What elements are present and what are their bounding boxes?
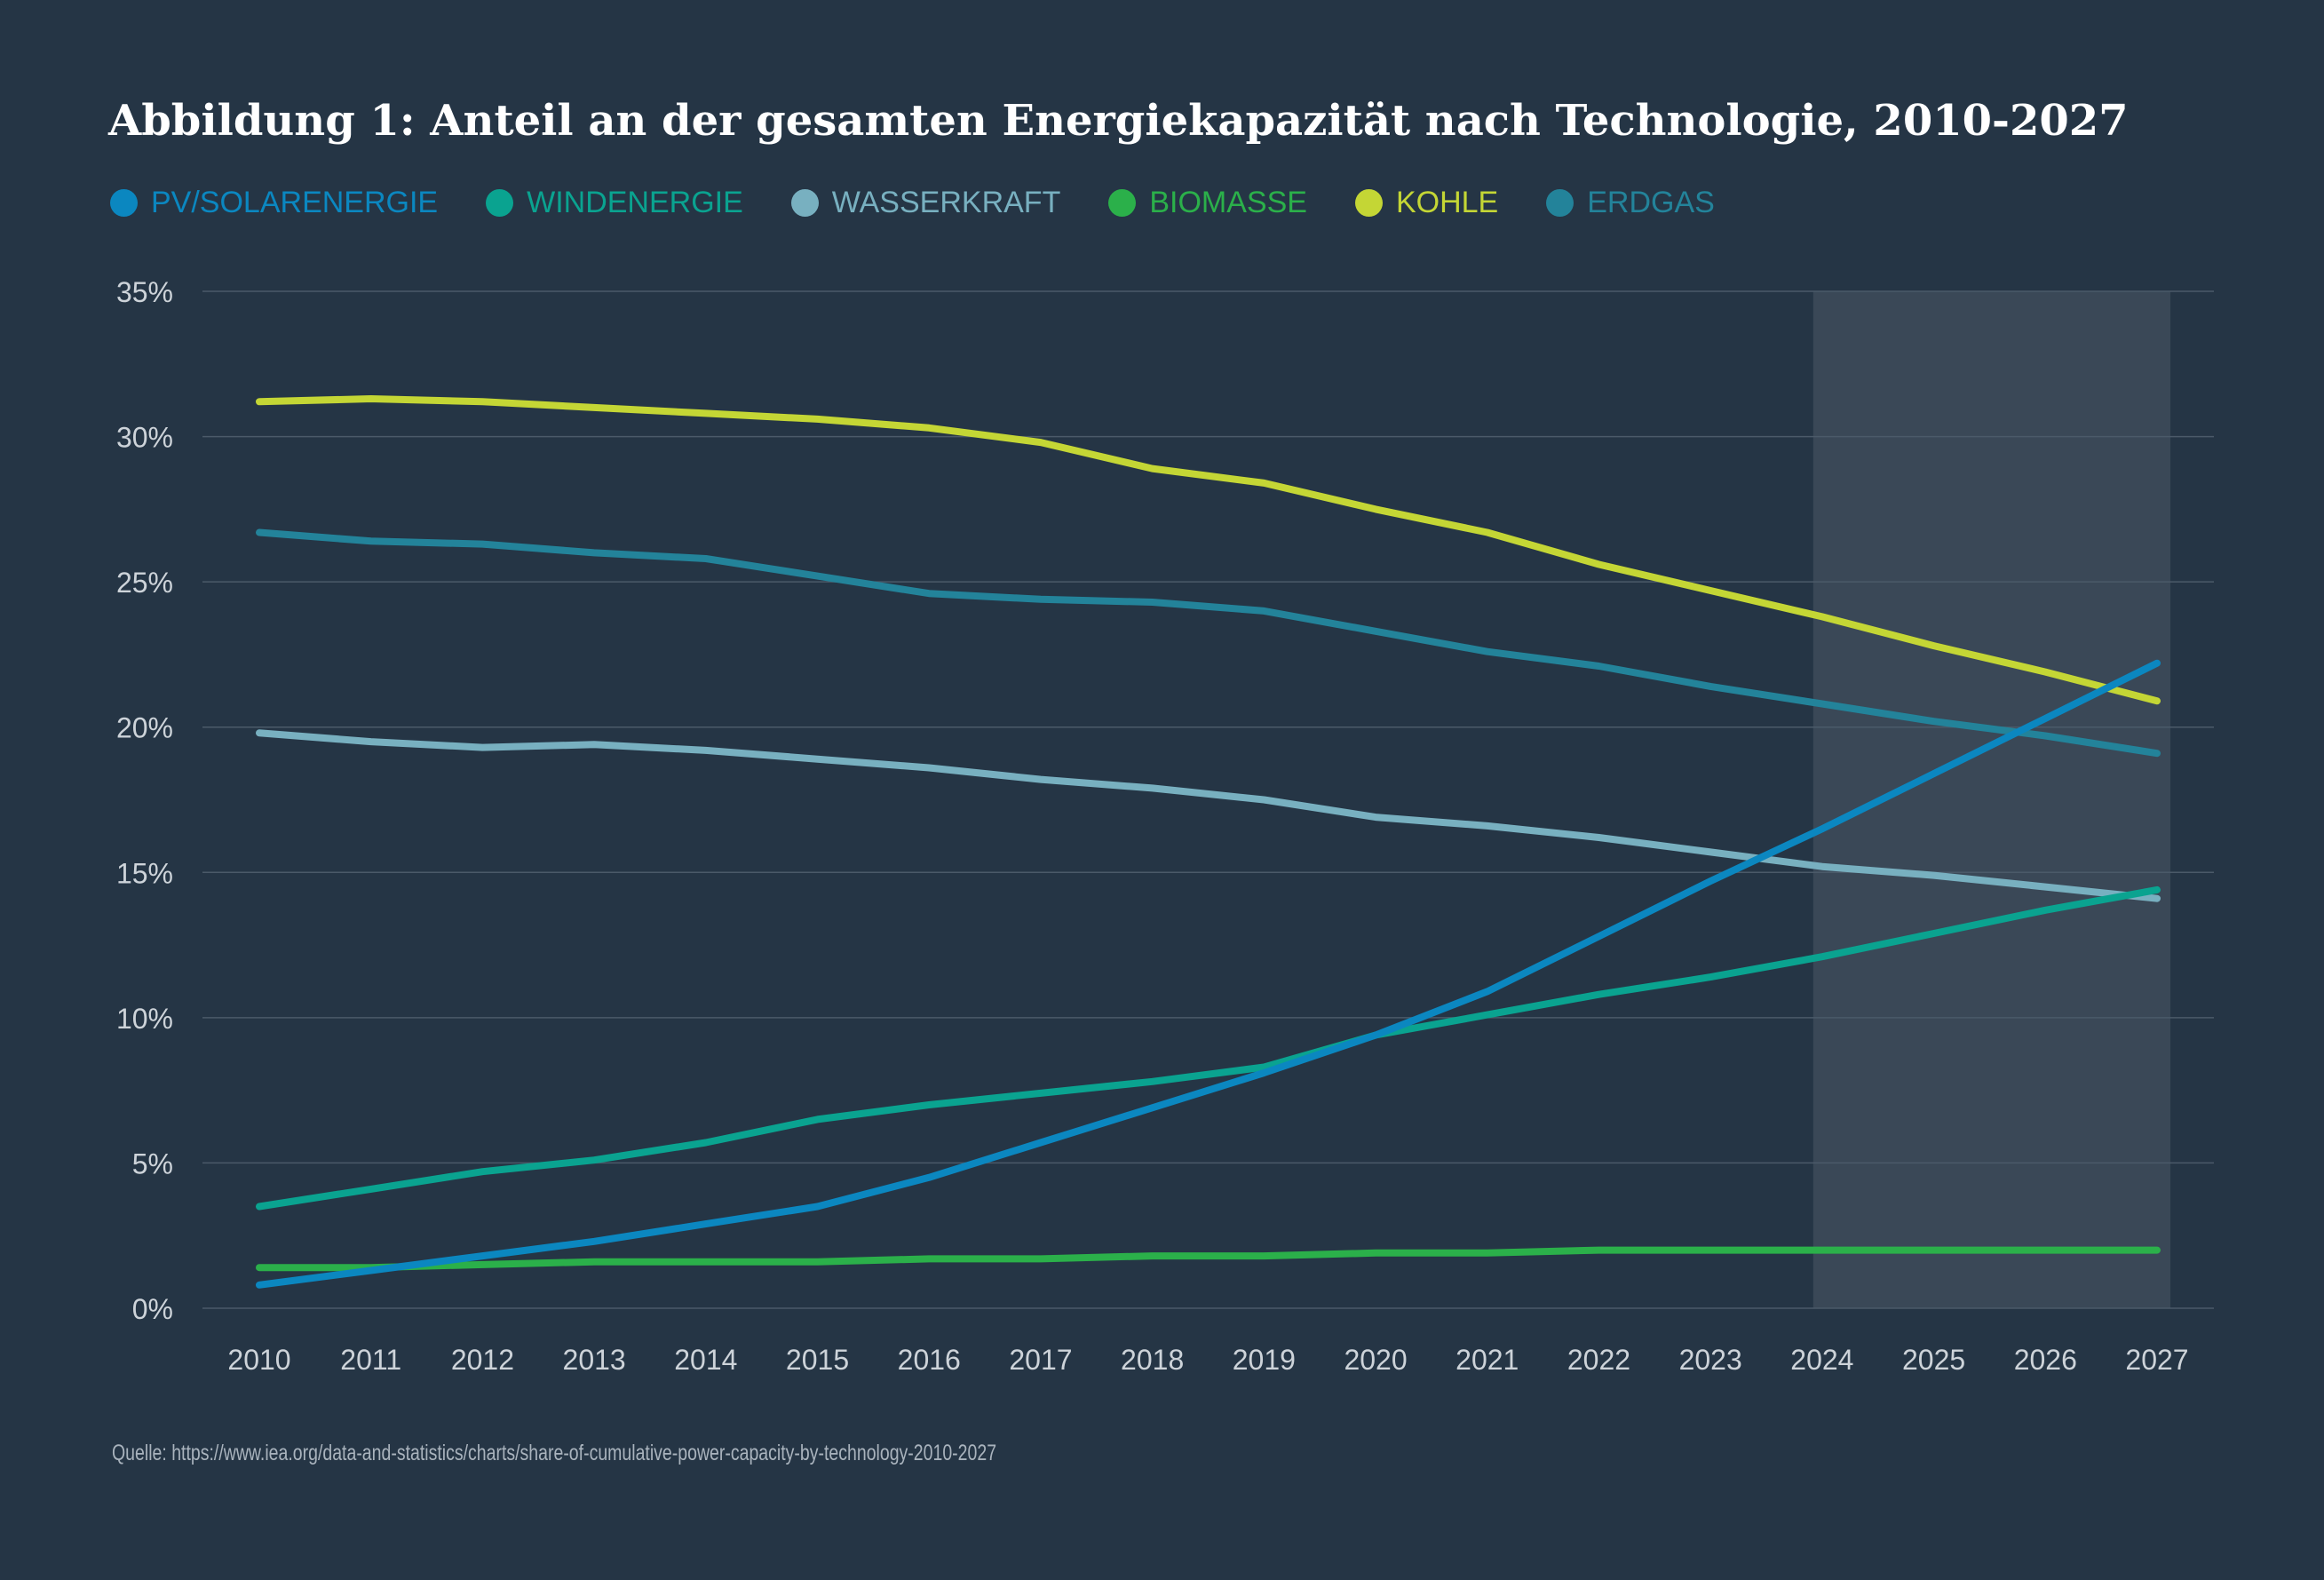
legend-marker-biomass [1108, 188, 1137, 217]
x-tick-label-2015: 2015 [786, 1344, 849, 1376]
x-tick-label-2026: 2026 [2014, 1344, 2077, 1376]
legend-item-biomass[interactable]: BIOMASSE [1108, 186, 1307, 220]
legend-item-wind[interactable]: WINDENERGIE [486, 186, 743, 220]
x-tick-label-2013: 2013 [563, 1344, 626, 1376]
forecast-band [1812, 291, 2171, 1308]
x-tick-label-2010: 2010 [227, 1344, 290, 1376]
legend-marker-coal [1354, 188, 1383, 217]
legend-item-coal[interactable]: KOHLE [1354, 185, 1499, 220]
y-tick-label-35: 35% [116, 276, 173, 308]
x-tick-label-2014: 2014 [674, 1344, 737, 1376]
series-line-kohle [256, 395, 2161, 705]
chart-title: Abbildung 1: Anteil an der gesamten Ener… [108, 96, 2129, 146]
series-line-wasserkraft [256, 729, 2161, 902]
legend-marker-wind [486, 188, 514, 217]
x-tick-label-2012: 2012 [451, 1344, 514, 1376]
x-tick-label-2018: 2018 [1121, 1344, 1184, 1376]
y-tick-label-0: 0% [132, 1293, 173, 1325]
x-tick-label-2024: 2024 [1790, 1344, 1853, 1376]
y-tick-label-25: 25% [116, 567, 173, 599]
legend-item-hydro[interactable]: WASSERKRAFT [790, 185, 1061, 220]
series-line-pv-solarenergie [256, 659, 2161, 1289]
legend-item-gas[interactable]: ERDGAS [1546, 186, 1715, 220]
source-note: Quelle: https://www.iea.org/data-and-sta… [112, 1441, 997, 1465]
x-tick-label-2023: 2023 [1679, 1344, 1742, 1376]
x-tick-label-2027: 2027 [2125, 1344, 2188, 1376]
legend: PV/SOLARENERGIE WINDENERGIE WASSERKRAFT … [110, 183, 1763, 222]
y-tick-label-15: 15% [116, 857, 173, 889]
x-tick-label-2022: 2022 [1567, 1344, 1630, 1376]
legend-marker-pv [110, 188, 138, 217]
series-line-biomasse [256, 1246, 2161, 1272]
series-line-windenergie [256, 885, 2161, 1211]
legend-marker-hydro [790, 188, 819, 217]
x-tick-label-2025: 2025 [1902, 1344, 1965, 1376]
y-tick-label-20: 20% [116, 712, 173, 744]
y-tick-label-30: 30% [116, 422, 173, 454]
legend-label-pv: PV/SOLARENERGIE [151, 185, 439, 219]
legend-item-pv[interactable]: PV/SOLARENERGIE [110, 186, 438, 220]
x-tick-label-2020: 2020 [1344, 1344, 1407, 1376]
legend-label-biomass: BIOMASSE [1149, 185, 1307, 219]
x-tick-label-2019: 2019 [1233, 1344, 1296, 1376]
legend-label-wind: WINDENERGIE [527, 185, 743, 219]
series-line-erdgas [256, 528, 2161, 758]
legend-label-coal: KOHLE [1395, 185, 1499, 219]
legend-label-gas: ERDGAS [1587, 185, 1715, 219]
y-tick-label-5: 5% [132, 1147, 173, 1179]
x-tick-label-2017: 2017 [1009, 1344, 1072, 1376]
legend-label-hydro: WASSERKRAFT [831, 185, 1061, 219]
x-tick-label-2021: 2021 [1455, 1344, 1519, 1376]
x-tick-label-2011: 2011 [340, 1344, 401, 1376]
y-tick-label-10: 10% [116, 1003, 173, 1035]
x-tick-label-2016: 2016 [898, 1344, 961, 1376]
legend-marker-gas [1546, 188, 1574, 217]
